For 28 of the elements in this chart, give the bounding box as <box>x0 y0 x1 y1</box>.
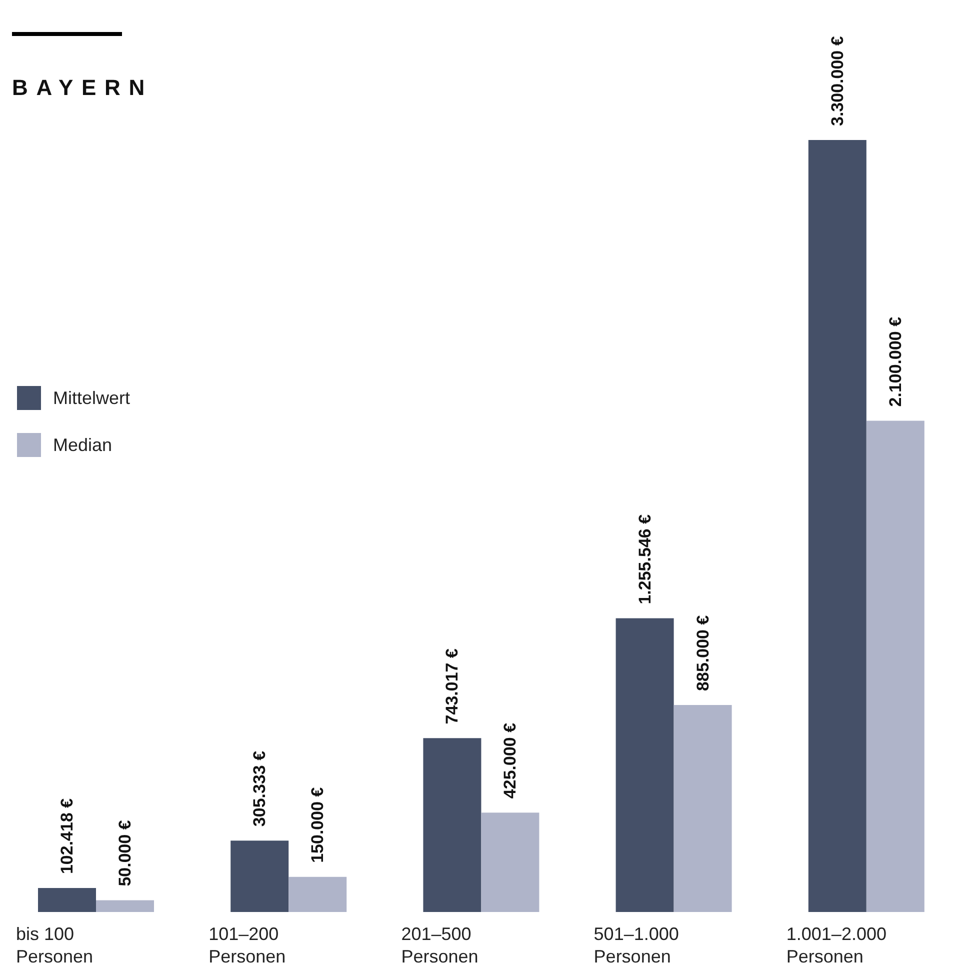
data-label: 743.017 € <box>442 648 462 724</box>
bar <box>96 900 154 912</box>
legend-label: Mittelwert <box>53 388 130 408</box>
bar <box>423 738 482 912</box>
x-tick-label: 1.001–2.000 Personen <box>786 924 887 967</box>
bar <box>866 420 924 912</box>
data-label: 305.333 € <box>250 750 270 827</box>
bar <box>808 140 866 912</box>
data-label: 102.418 € <box>58 798 76 874</box>
bar <box>481 812 540 912</box>
x-tick-label: 201–500 Personen <box>401 924 478 967</box>
data-label: 150.000 € <box>308 786 328 863</box>
chart-title: BAYERN <box>12 75 154 101</box>
x-tick-label: 101–200 Personen <box>208 924 286 967</box>
bar <box>674 704 732 912</box>
x-tick-label: bis 100 Personen <box>16 924 94 967</box>
data-label: 50.000 € <box>116 820 134 886</box>
data-label: 2.100.000 € <box>886 316 905 407</box>
bar <box>616 618 674 912</box>
bar <box>38 888 96 912</box>
data-label: 3.300.000 € <box>828 36 847 126</box>
data-label: 885.000 € <box>693 614 712 691</box>
legend-label: Median <box>53 434 112 456</box>
data-label: 1.255.546 € <box>635 514 654 604</box>
data-label: 425.000 € <box>500 722 520 799</box>
bar <box>288 876 347 912</box>
x-tick-label: 501–1.000 Personen <box>594 924 679 967</box>
bar <box>230 840 289 912</box>
